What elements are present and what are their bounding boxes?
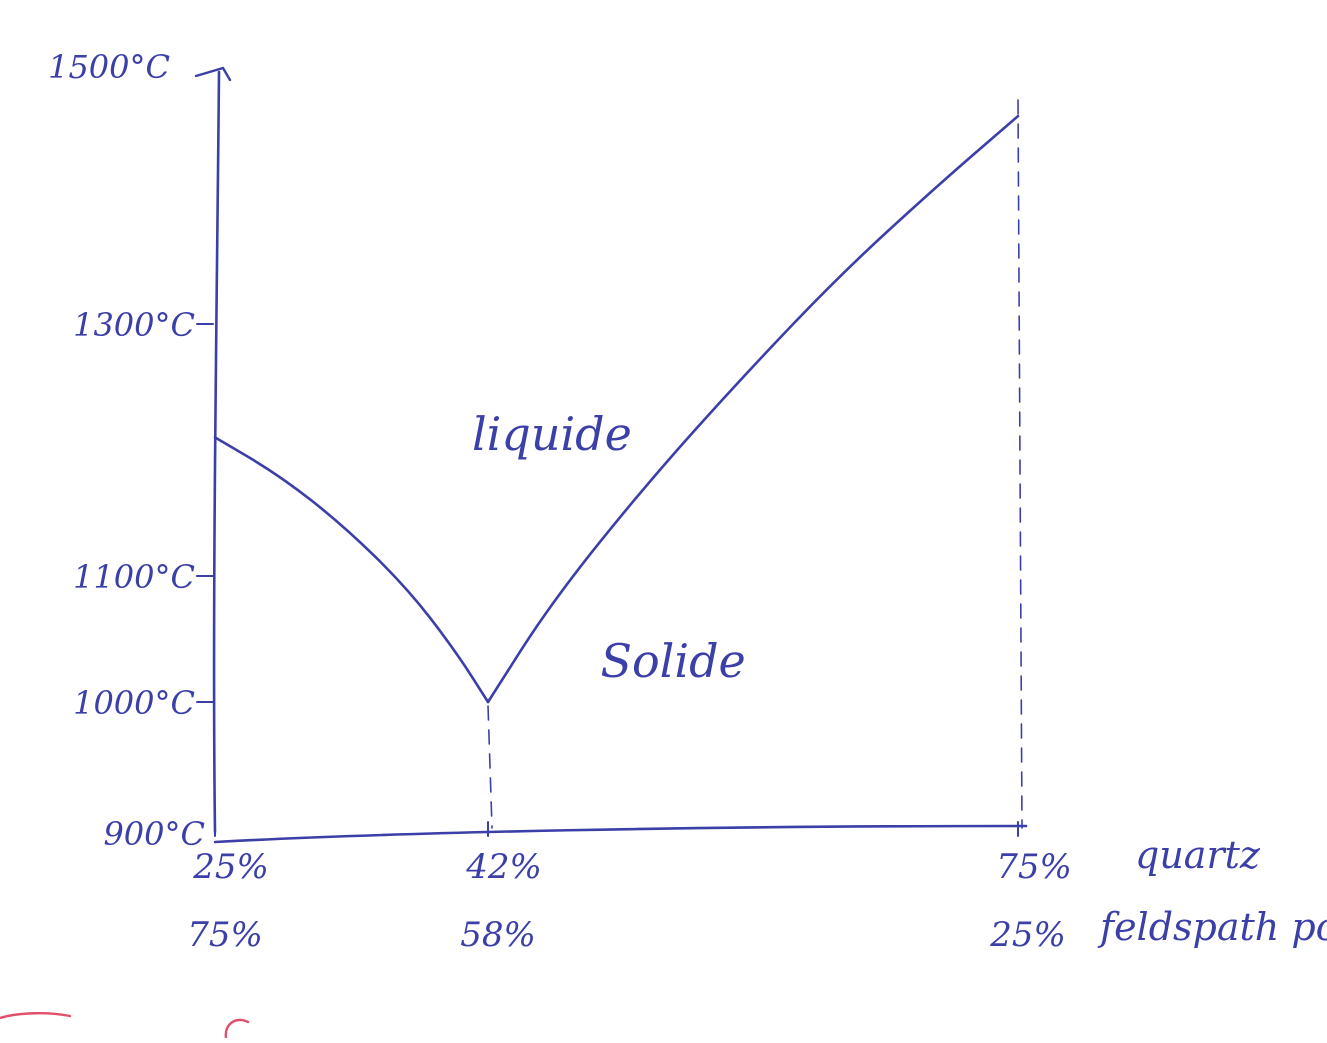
- series-name-quartz: quartz: [1135, 833, 1261, 877]
- y-tick-label: 900°C: [103, 815, 205, 853]
- region-label-liquide: liquide: [472, 407, 632, 461]
- x-tick-label-top: 25%: [192, 847, 269, 887]
- decor-marks: [0, 1013, 248, 1038]
- y-tick-label: 1100°C: [73, 558, 195, 596]
- dashed-guide: [1018, 100, 1022, 828]
- curve-series-1: [215, 437, 488, 702]
- dashed-guides: [488, 100, 1022, 828]
- y-tick-label: 1500°C: [48, 48, 170, 86]
- dashed-guide: [488, 706, 492, 828]
- y-axis-arrow: [196, 68, 230, 80]
- x-tick-label-bottom: 25%: [989, 915, 1066, 955]
- x-tick-label-top: 42%: [465, 847, 542, 887]
- red-pen-mark: [226, 1020, 248, 1038]
- red-pen-mark: [0, 1013, 70, 1018]
- x-axis-line: [215, 826, 1026, 842]
- labels: 900°C 1000°C 1100°C 1300°C 1500°C 25% 75% 42% 58…: [48, 48, 1327, 955]
- x-tick-label-top: 75%: [996, 847, 1072, 887]
- x-tick-label-bottom: 58%: [460, 915, 536, 955]
- x-tick-label-bottom: 75%: [187, 915, 263, 955]
- region-label-solide: Solide: [600, 634, 745, 688]
- y-axis-line: [214, 72, 219, 832]
- series-name-feldspath: feldspath potassique: [1097, 905, 1327, 949]
- y-tick-label: 1300°C: [73, 306, 195, 344]
- y-tick-label: 1000°C: [73, 684, 195, 722]
